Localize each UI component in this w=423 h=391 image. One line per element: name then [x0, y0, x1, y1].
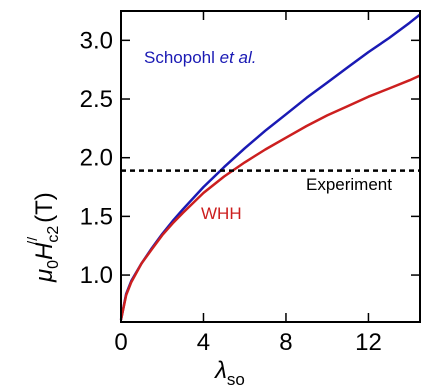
y-axis-sub0: 0 [45, 260, 62, 269]
y-tick-label-2: 2.0 [80, 145, 113, 172]
y-axis-symbol-mu: μ [31, 269, 58, 283]
y-tick-label-0: 1.0 [80, 262, 113, 289]
y-axis-symbol-h: H [31, 242, 58, 260]
y-axis-sup: // [24, 237, 40, 245]
plot-frame [120, 10, 421, 323]
x-tick-label-3: 12 [355, 329, 382, 356]
y-axis-subc2: c2 [45, 226, 62, 243]
x-axis-subscript: so [227, 370, 245, 389]
y-axis-title: μ0Hc2 // (T) [24, 192, 62, 283]
tick-labels-layer: 0 4 8 12 1.0 1.5 2.0 2.5 3.0 [80, 27, 382, 356]
series-line-1 [119, 74, 421, 320]
ticks-layer [120, 11, 420, 322]
x-tick-label-2: 8 [279, 329, 292, 356]
x-tick-label-0: 0 [114, 329, 127, 356]
y-tick-label-3: 2.5 [80, 86, 113, 113]
x-tick-label-1: 4 [197, 329, 210, 356]
series-label-schopohl-italic: et al. [220, 48, 257, 67]
series-label-schopohl: Schopohl et al. [144, 48, 256, 67]
y-tick-label-1: 1.5 [80, 203, 113, 230]
x-axis-title: λso [213, 357, 245, 389]
y-axis-unit: (T) [31, 192, 58, 223]
x-axis-symbol: λ [213, 357, 227, 384]
series-label-whh: WHH [201, 204, 242, 223]
curves-layer [119, 13, 421, 320]
y-tick-label-4: 3.0 [80, 27, 113, 54]
experiment-label: Experiment [306, 175, 392, 194]
series-label-schopohl-main: Schopohl [144, 48, 220, 67]
